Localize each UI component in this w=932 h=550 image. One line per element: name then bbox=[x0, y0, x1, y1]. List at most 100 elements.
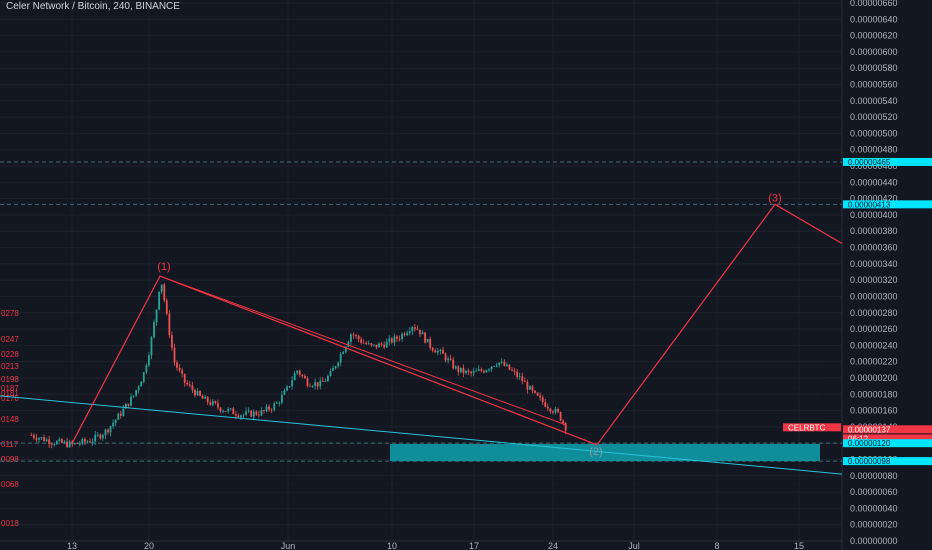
y-tick-label: 0.00000180 bbox=[850, 389, 898, 399]
candle-body bbox=[293, 373, 296, 381]
candle-body bbox=[89, 441, 91, 443]
candle bbox=[94, 430, 97, 446]
candle-body bbox=[273, 403, 276, 410]
candle bbox=[352, 332, 355, 339]
candle-body bbox=[511, 369, 513, 371]
candle-body bbox=[91, 441, 94, 443]
candle-body bbox=[549, 408, 552, 412]
y-tick-label: 0.00000000 bbox=[850, 536, 898, 546]
candle bbox=[444, 352, 447, 363]
candle bbox=[155, 309, 158, 326]
candle bbox=[117, 412, 120, 420]
candle bbox=[421, 329, 424, 335]
y-tick-label: 0.00000400 bbox=[850, 210, 898, 220]
candle-body bbox=[454, 366, 457, 369]
candle bbox=[112, 419, 115, 429]
candle-body bbox=[314, 382, 317, 387]
price-tag: 0.00000413 bbox=[843, 200, 932, 209]
candle-body bbox=[158, 291, 161, 310]
candle bbox=[554, 406, 557, 415]
candle bbox=[490, 366, 493, 373]
candle-body bbox=[421, 332, 424, 335]
candle-body bbox=[114, 419, 117, 423]
price-tag: 0.00000098 bbox=[843, 457, 932, 466]
candle-body bbox=[209, 402, 212, 405]
candle bbox=[260, 407, 263, 417]
candle bbox=[91, 438, 94, 446]
candle bbox=[477, 365, 480, 372]
candle bbox=[30, 432, 33, 436]
candle-body bbox=[480, 369, 483, 371]
candle-body bbox=[401, 333, 403, 340]
candle bbox=[291, 376, 294, 390]
candle bbox=[71, 439, 74, 448]
candle bbox=[270, 408, 273, 414]
candle bbox=[472, 367, 475, 377]
candle bbox=[89, 438, 91, 443]
y-tick-label: 0.00000480 bbox=[850, 145, 898, 155]
candle bbox=[334, 365, 337, 370]
candle bbox=[373, 344, 375, 347]
candle-body bbox=[365, 342, 368, 344]
candle bbox=[137, 385, 140, 394]
candle bbox=[107, 428, 109, 435]
candle-body bbox=[206, 396, 209, 403]
candle-body bbox=[135, 390, 138, 396]
candle-body bbox=[247, 410, 250, 412]
left-edge-label: 0198 bbox=[1, 375, 19, 384]
candle bbox=[467, 368, 470, 376]
candle-body bbox=[286, 386, 288, 391]
candle bbox=[357, 334, 360, 343]
candle-body bbox=[488, 369, 490, 371]
candle bbox=[298, 369, 301, 377]
candle-body bbox=[398, 338, 401, 340]
candle bbox=[40, 436, 43, 441]
candle-body bbox=[68, 441, 71, 448]
candle bbox=[301, 373, 304, 379]
candle bbox=[380, 341, 383, 347]
candle-body bbox=[183, 373, 186, 383]
candle bbox=[211, 398, 214, 407]
candle bbox=[206, 396, 209, 406]
candle bbox=[378, 342, 380, 348]
candle-body bbox=[263, 410, 265, 412]
candle bbox=[242, 413, 245, 418]
candle bbox=[196, 388, 199, 396]
candle bbox=[163, 282, 166, 303]
candle bbox=[209, 399, 212, 407]
price-tag-label: 0.00000413 bbox=[848, 200, 891, 209]
candle-body bbox=[104, 429, 107, 436]
candle-body bbox=[280, 394, 283, 403]
candle bbox=[434, 348, 437, 353]
candle-body bbox=[214, 401, 217, 404]
candle bbox=[55, 439, 58, 445]
candle bbox=[204, 394, 207, 399]
candle bbox=[45, 437, 48, 442]
price-tag: 0.00000120 bbox=[843, 439, 932, 448]
candle bbox=[411, 326, 414, 336]
candle bbox=[465, 369, 467, 375]
candle-body bbox=[388, 338, 391, 342]
candle bbox=[38, 436, 40, 443]
price-tag-bg bbox=[843, 434, 932, 443]
candle-body bbox=[173, 347, 176, 363]
candle-body bbox=[319, 380, 322, 387]
candle-body bbox=[396, 336, 398, 339]
candle bbox=[96, 432, 99, 437]
candle-body bbox=[419, 329, 421, 335]
candle bbox=[454, 365, 457, 370]
price-tag: 0.00000137 bbox=[843, 425, 932, 434]
candle-body bbox=[498, 362, 501, 366]
y-tick-label: 0.00000200 bbox=[850, 373, 898, 383]
candle bbox=[413, 324, 416, 332]
candle bbox=[32, 433, 35, 440]
candle-body bbox=[171, 335, 173, 348]
candle bbox=[303, 373, 306, 379]
candle-body bbox=[50, 444, 53, 445]
candle bbox=[273, 401, 276, 412]
candle-body bbox=[413, 327, 416, 329]
candle bbox=[61, 437, 63, 444]
candle bbox=[442, 347, 444, 354]
